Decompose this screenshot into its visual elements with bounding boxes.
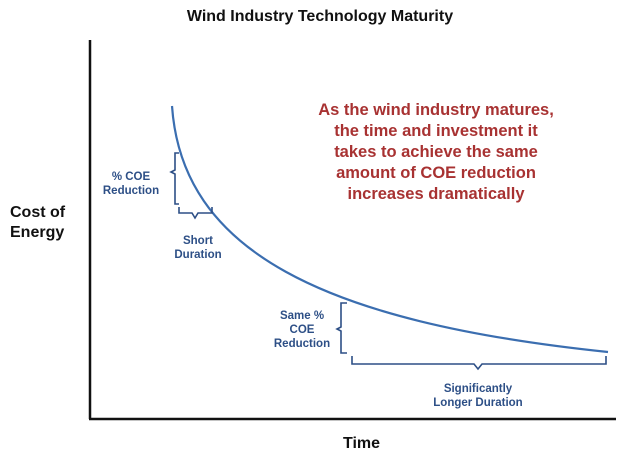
chart-title: Wind Industry Technology Maturity [186,8,454,25]
longer-duration-label-line-1: Significantly [443,383,513,395]
coe-reduction-label-2: Same % COE Reduction [268,309,336,351]
callout-line-1: As the wind industry matures, [318,101,554,119]
cost-decay-curve [170,105,609,354]
coe-reduction-bracket-1 [169,152,179,205]
callout-text: As the wind industry matures, the time a… [300,100,572,205]
coe-reduction-label-2-line-1: Same % [279,310,325,322]
coe-reduction-label-1-line-2: Reduction [102,185,160,197]
callout-line-3: takes to achieve the same [334,143,538,161]
callout-line-5: increases dramatically [347,185,525,203]
longer-duration-bracket [351,356,607,371]
y-axis-label: Cost of Energy [10,203,65,243]
short-duration-label: Short Duration [166,234,230,262]
longer-duration-label: Significantly Longer Duration [418,382,538,410]
coe-reduction-label-2-line-3: Reduction [273,338,331,350]
y-axis-label-line-2: Energy [10,224,65,241]
callout-line-2: the time and investment it [334,122,538,140]
coe-reduction-label-1-line-1: % COE [111,171,151,183]
x-axis-label: Time [343,435,381,452]
coe-reduction-bracket-2 [335,302,347,354]
longer-duration-label-line-2: Longer Duration [433,397,523,409]
short-duration-label-line-1: Short [182,235,214,247]
y-axis-label-line-1: Cost of [10,204,66,221]
coe-reduction-label-2-line-2: COE [289,324,315,336]
short-duration-label-line-2: Duration [174,249,222,261]
coe-reduction-label-1: % COE Reduction [98,170,164,198]
callout-line-4: amount of COE reduction [336,164,536,182]
short-duration-bracket [178,207,213,220]
